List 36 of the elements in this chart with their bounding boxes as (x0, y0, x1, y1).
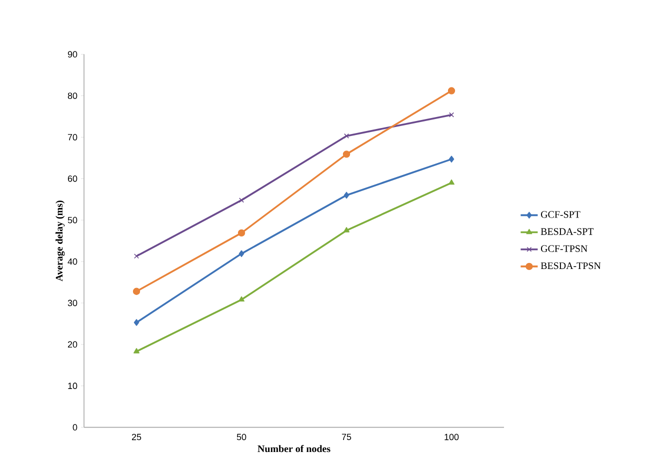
legend-label: GCF-SPT (540, 210, 580, 218)
point (132, 288, 140, 295)
point (344, 226, 350, 232)
point (238, 250, 244, 257)
point (134, 253, 140, 258)
point (448, 156, 454, 162)
y-tick-label: 70 (68, 134, 78, 140)
y-axis-title: Average delay (ms) (56, 200, 65, 282)
y-tick-label: 50 (68, 216, 78, 224)
y-tick-label: 20 (68, 341, 78, 348)
point (238, 296, 245, 302)
legend-label: BESDA-SPT (540, 228, 594, 235)
x-tick-label: 50 (236, 434, 246, 440)
point (448, 112, 454, 118)
y-tick-label: 40 (68, 258, 78, 264)
x-tick-label: 25 (132, 434, 142, 440)
point (134, 318, 140, 326)
legend-label: GCF-TPSN (540, 245, 588, 252)
y-tick-label: 60 (68, 175, 78, 182)
x-tick-label: 75 (342, 434, 352, 440)
x-tick-label: 100 (444, 434, 459, 440)
y-tick-label: 10 (68, 382, 78, 389)
point (448, 179, 454, 184)
legend-label: BESDA-TPSN (540, 262, 601, 269)
point (342, 150, 350, 158)
y-tick-label: 80 (68, 92, 78, 99)
x-axis-title: Number of nodes (258, 444, 330, 452)
y-tick-label: 90 (68, 50, 78, 58)
point (238, 229, 246, 236)
y-tick-label: 30 (68, 300, 78, 306)
point (134, 348, 140, 354)
y-tick-label: 0 (72, 424, 78, 430)
point (238, 197, 244, 202)
point (344, 192, 350, 198)
point (344, 133, 350, 138)
point (448, 86, 456, 94)
